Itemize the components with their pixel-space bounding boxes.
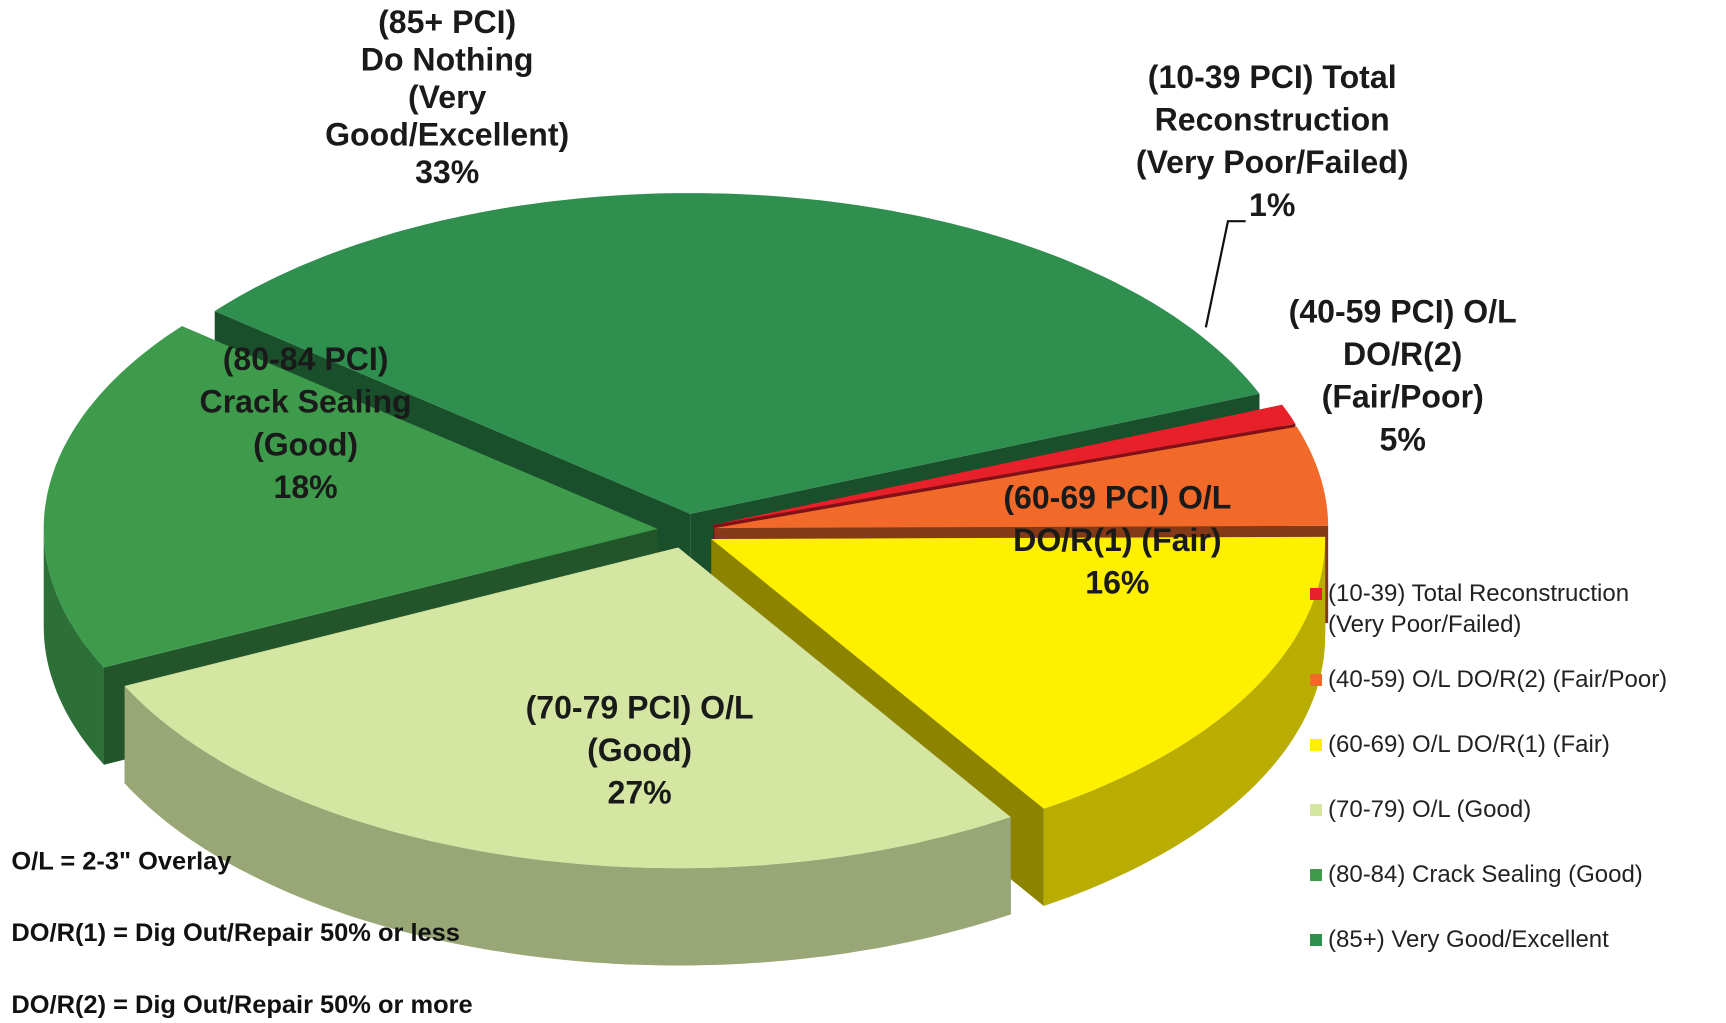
slice-label: DO/R(2) xyxy=(1343,336,1462,372)
pie-slice xyxy=(714,426,1329,529)
slice-wall xyxy=(43,528,104,765)
legend-label: (60-69) O/L DO/R(1) (Fair) xyxy=(1328,731,1610,758)
legend-swatch xyxy=(1310,674,1322,686)
pie-slice xyxy=(713,404,1296,525)
slice-label: (Good) xyxy=(587,732,692,768)
slice-label: (Good) xyxy=(253,426,358,462)
legend-entry: (70-79) O/L (Good) xyxy=(1310,794,1710,825)
slice-label: Reconstruction xyxy=(1155,102,1390,138)
footnote: DO/R(2) = Dig Out/Repair 50% or more xyxy=(11,991,472,1019)
slice-label: (80-84 PCI) xyxy=(223,341,389,377)
legend-entry: (10-39) Total Reconstruction (Very Poor/… xyxy=(1310,578,1710,640)
slice-label: (60-69 PCI) O/L xyxy=(1003,479,1231,515)
pie-slice xyxy=(711,536,1326,809)
slice-label: (Very xyxy=(408,79,487,115)
pie-slice xyxy=(214,193,1260,514)
slice-value-label: 18% xyxy=(274,469,338,505)
legend-entry: (85+) Very Good/Excellent xyxy=(1310,924,1710,955)
slice-wall xyxy=(1043,539,1326,906)
slice-label: Crack Sealing xyxy=(200,384,412,420)
slice-label: DO/R(1) (Fair) xyxy=(1013,522,1221,558)
legend-label: (10-39) Total Reconstruction (Very Poor/… xyxy=(1328,580,1630,638)
legend-entry: (40-59) O/L DO/R(2) (Fair/Poor) xyxy=(1310,664,1710,695)
legend-swatch xyxy=(1310,804,1322,816)
legend-label: (70-79) O/L (Good) xyxy=(1328,796,1532,823)
slice-label: (85+ PCI) xyxy=(378,4,516,40)
slice-label: Do Nothing xyxy=(361,41,534,77)
slice-label: (Very Poor/Failed) xyxy=(1136,144,1409,180)
slice-label: (70-79 PCI) O/L xyxy=(526,689,754,725)
legend-entry: (60-69) O/L DO/R(1) (Fair) xyxy=(1310,729,1710,760)
legend-label: (80-84) Crack Sealing (Good) xyxy=(1328,861,1643,888)
pie-slice xyxy=(43,326,658,668)
footnote: DO/R(1) = Dig Out/Repair 50% or less xyxy=(11,919,460,947)
slice-label: Good/Excellent) xyxy=(325,117,569,153)
slice-value-label: 5% xyxy=(1380,421,1426,457)
legend-entry: (80-84) Crack Sealing (Good) xyxy=(1310,859,1710,890)
slice-value-label: 33% xyxy=(415,154,479,190)
slice-value-label: 27% xyxy=(608,775,672,811)
leader-line xyxy=(1204,220,1246,328)
slice-wall xyxy=(124,686,1011,966)
pie-slice xyxy=(124,547,1011,869)
footnote: O/L = 2-3" Overlay xyxy=(11,847,231,875)
slice-value-label: 1% xyxy=(1249,187,1295,223)
slice-label: (40-59 PCI) O/L xyxy=(1289,294,1517,330)
legend-swatch xyxy=(1310,869,1322,881)
slice-value-label: 16% xyxy=(1085,565,1149,601)
legend-swatch xyxy=(1310,588,1322,600)
slice-label: (10-39 PCI) Total xyxy=(1148,59,1397,95)
slice-label: (Fair/Poor) xyxy=(1322,379,1484,415)
legend-label: (40-59) O/L DO/R(2) (Fair/Poor) xyxy=(1328,666,1668,693)
legend-swatch xyxy=(1310,739,1322,751)
legend-label: (85+) Very Good/Excellent xyxy=(1328,926,1609,953)
legend: (10-39) Total Reconstruction (Very Poor/… xyxy=(1310,578,1710,989)
legend-swatch xyxy=(1310,934,1322,946)
